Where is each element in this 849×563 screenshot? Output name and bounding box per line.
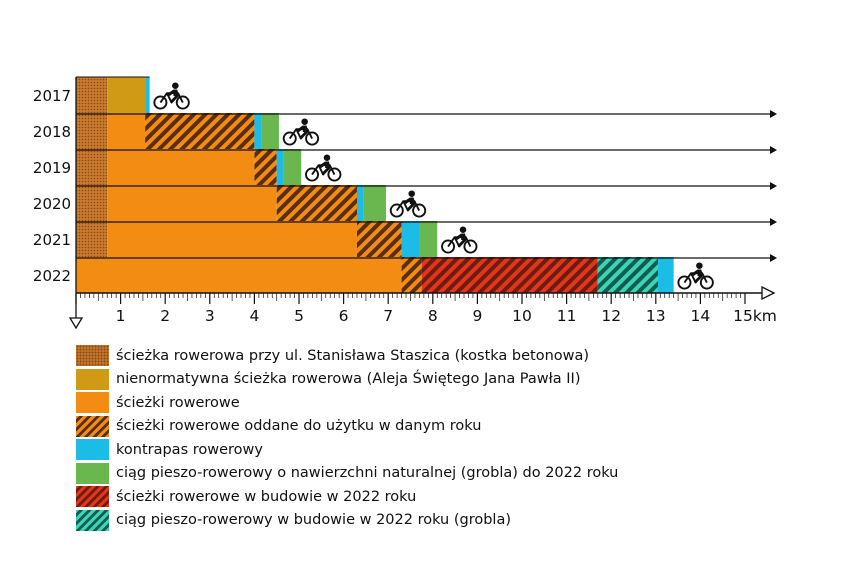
bar-2021-kontrapas bbox=[401, 221, 420, 257]
x-tick-label-1: 1 bbox=[116, 307, 126, 325]
bar-2022-ciag_budowa bbox=[597, 257, 659, 293]
bicycle-rider-icon bbox=[440, 226, 478, 254]
y-axis-arrow-head bbox=[68, 317, 84, 330]
legend-swatch-kostka bbox=[76, 345, 109, 367]
x-tick-label-6: 6 bbox=[339, 307, 349, 325]
bicycle-rider-icon bbox=[152, 82, 191, 110]
bar-2021-oddane bbox=[356, 221, 402, 257]
legend-swatch-ciag-budowa bbox=[76, 509, 109, 531]
bar-2022-oddane bbox=[401, 257, 422, 293]
bicycle-rider-icon bbox=[304, 154, 342, 182]
bar-2019-ciag bbox=[283, 149, 302, 185]
legend-label-oddane: ścieżki rowerowe oddane do użytku w dany… bbox=[116, 418, 482, 435]
bar-2022-budowa bbox=[421, 257, 598, 293]
bar-2020-ciag bbox=[363, 185, 386, 221]
bar-2017-kostka bbox=[76, 77, 108, 113]
legend-item-sciezki: ścieżki rowerowe bbox=[76, 391, 776, 415]
x-tick-label-12: 12 bbox=[601, 307, 621, 325]
legend-swatch-ciag bbox=[76, 462, 109, 484]
bar-2018-ciag bbox=[261, 113, 279, 149]
year-label-2018: 2018 bbox=[33, 123, 71, 141]
legend-item-budowa: ścieżki rowerowe w budowie w 2022 roku bbox=[76, 485, 776, 509]
legend-item-kostka: ścieżka rowerowa przy ul. Stanisława Sta… bbox=[76, 344, 776, 368]
bar-2021-ciag bbox=[419, 221, 438, 257]
bar-2020-kontrapas bbox=[356, 185, 364, 221]
bicycle-rider-icon bbox=[389, 190, 427, 218]
year-label-2022: 2022 bbox=[33, 267, 71, 285]
x-tick-label-4: 4 bbox=[249, 307, 259, 325]
legend-swatch-budowa bbox=[76, 486, 109, 508]
x-tick-label-13: 13 bbox=[646, 307, 666, 325]
legend-item-nienormatywna: nienormatywna ścieżka rowerowa (Aleja Św… bbox=[76, 368, 776, 392]
legend-swatch-oddane bbox=[76, 415, 109, 437]
bar-2018-kostka bbox=[76, 113, 108, 149]
bar-2019-sciezki bbox=[107, 149, 255, 185]
x-tick-label-9: 9 bbox=[472, 307, 482, 325]
legend-swatch-sciezki bbox=[76, 392, 109, 414]
x-tick-label-15: 15km bbox=[733, 307, 777, 325]
legend-label-kostka: ścieżka rowerowa przy ul. Stanisława Sta… bbox=[116, 347, 590, 364]
bar-2019-oddane bbox=[254, 149, 277, 185]
x-tick-label-5: 5 bbox=[294, 307, 304, 325]
bicycle-rider-icon bbox=[282, 118, 320, 146]
x-tick-label-3: 3 bbox=[205, 307, 215, 325]
legend-label-nienormatywna: nienormatywna ścieżka rowerowa (Aleja Św… bbox=[116, 371, 581, 388]
legend-item-kontrapas: kontrapas rowerowy bbox=[76, 438, 776, 462]
bar-2017-nienormatywna bbox=[107, 77, 146, 113]
bar-2017-kontrapas bbox=[145, 77, 150, 113]
legend-item-ciag-budowa: ciąg pieszo-rowerowy w budowie w 2022 ro… bbox=[76, 509, 776, 533]
legend-swatch-kontrapas bbox=[76, 439, 109, 461]
legend-item-oddane: ścieżki rowerowe oddane do użytku w dany… bbox=[76, 415, 776, 439]
bicycle-rider-icon bbox=[676, 262, 715, 290]
row-arrow-head bbox=[770, 182, 777, 190]
bar-2022-sciezki bbox=[76, 257, 402, 293]
x-tick-label-8: 8 bbox=[428, 307, 438, 325]
row-arrow-head bbox=[770, 218, 777, 226]
year-label-2020: 2020 bbox=[33, 195, 71, 213]
bar-2021-sciezki bbox=[107, 221, 357, 257]
legend-label-ciag: ciąg pieszo-rowerowy o nawierzchni natur… bbox=[116, 465, 619, 482]
year-label-2017: 2017 bbox=[33, 87, 71, 105]
bar-2018-sciezki bbox=[107, 113, 146, 149]
bar-2019-kontrapas bbox=[276, 149, 284, 185]
legend-item-ciag: ciąg pieszo-rowerowy o nawierzchni natur… bbox=[76, 462, 776, 486]
legend-label-budowa: ścieżki rowerowe w budowie w 2022 roku bbox=[116, 488, 417, 505]
x-tick-label-11: 11 bbox=[557, 307, 577, 325]
bar-2020-kostka bbox=[76, 185, 108, 221]
x-tick-label-10: 10 bbox=[512, 307, 532, 325]
x-tick-label-14: 14 bbox=[691, 307, 711, 325]
row-arrow-head bbox=[770, 110, 777, 118]
bar-2020-oddane bbox=[276, 185, 357, 221]
legend: ścieżka rowerowa przy ul. Stanisława Sta… bbox=[76, 344, 776, 532]
bar-2018-kontrapas bbox=[254, 113, 262, 149]
legend-swatch-nienormatywna bbox=[76, 368, 109, 390]
year-label-2021: 2021 bbox=[33, 231, 71, 249]
bar-2020-sciezki bbox=[107, 185, 277, 221]
legend-label-ciag-budowa: ciąg pieszo-rowerowy w budowie w 2022 ro… bbox=[116, 512, 511, 529]
bar-2022-kontrapas bbox=[658, 257, 674, 293]
x-tick-label-2: 2 bbox=[160, 307, 170, 325]
bar-2019-kostka bbox=[76, 149, 108, 185]
row-arrow-head bbox=[770, 254, 777, 262]
legend-label-kontrapas: kontrapas rowerowy bbox=[116, 441, 263, 458]
x-axis-arrow-head bbox=[761, 285, 776, 301]
bar-2021-kostka bbox=[76, 221, 108, 257]
year-label-2019: 2019 bbox=[33, 159, 71, 177]
legend-label-sciezki: ścieżki rowerowe bbox=[116, 394, 240, 411]
bar-2018-oddane bbox=[145, 113, 255, 149]
x-tick-label-7: 7 bbox=[383, 307, 393, 325]
row-arrow-head bbox=[770, 146, 777, 154]
